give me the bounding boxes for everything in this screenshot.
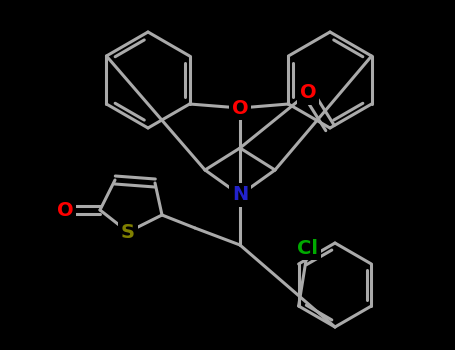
Text: O: O [57,201,73,219]
Text: Cl: Cl [298,238,318,258]
Text: O: O [232,98,248,118]
Text: O: O [300,84,316,103]
Text: S: S [121,223,135,241]
Text: N: N [232,186,248,204]
